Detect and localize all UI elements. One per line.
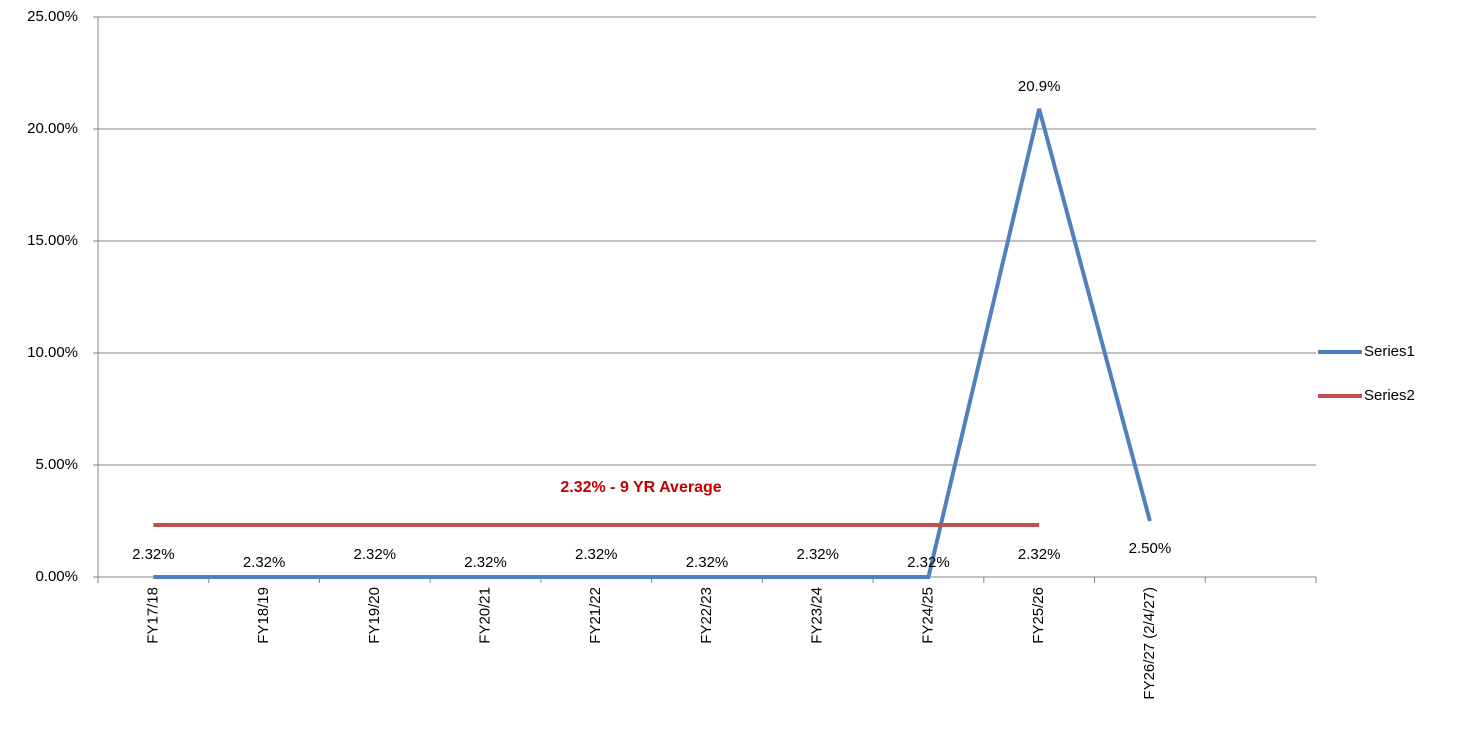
series-line (153, 108, 1152, 579)
annotation: 2.32% - 9 YR Average (560, 479, 721, 496)
data-label: 2.32% (1018, 546, 1061, 563)
data-label: 20.9% (1018, 78, 1061, 95)
data-label: 2.32% (354, 546, 397, 563)
y-tick-label: 5.00% (35, 456, 78, 473)
y-tick-label: 10.00% (27, 344, 78, 361)
x-tick-label: FY24/25 (919, 587, 936, 644)
x-tick-label: FY22/23 (698, 587, 715, 644)
data-label: 2.32% (686, 554, 729, 571)
data-label: 2.32% (132, 546, 175, 563)
y-tick-label: 20.00% (27, 120, 78, 137)
data-label: 2.50% (1129, 540, 1172, 557)
y-tick-label: 15.00% (27, 232, 78, 249)
x-tick-label: FY21/22 (587, 587, 604, 644)
data-label: 2.32% (243, 554, 286, 571)
data-label: 2.32% (575, 546, 618, 563)
data-label: 2.32% (907, 554, 950, 571)
x-tick-label: FY19/20 (366, 587, 383, 644)
data-label: 2.32% (796, 546, 839, 563)
legend-label: Series2 (1364, 387, 1415, 404)
x-tick-label: FY25/26 (1030, 587, 1047, 644)
x-tick-label: FY26/27 (2/4/27) (1141, 587, 1158, 700)
x-tick-label: FY17/18 (144, 587, 161, 644)
x-tick-label: FY23/24 (809, 587, 826, 644)
y-tick-label: 25.00% (27, 8, 78, 25)
y-tick-label: 0.00% (35, 568, 78, 585)
x-tick-label: FY20/21 (477, 587, 494, 644)
x-tick-label: FY18/19 (255, 587, 272, 644)
legend-label: Series1 (1364, 343, 1415, 360)
data-label: 2.32% (464, 554, 507, 571)
